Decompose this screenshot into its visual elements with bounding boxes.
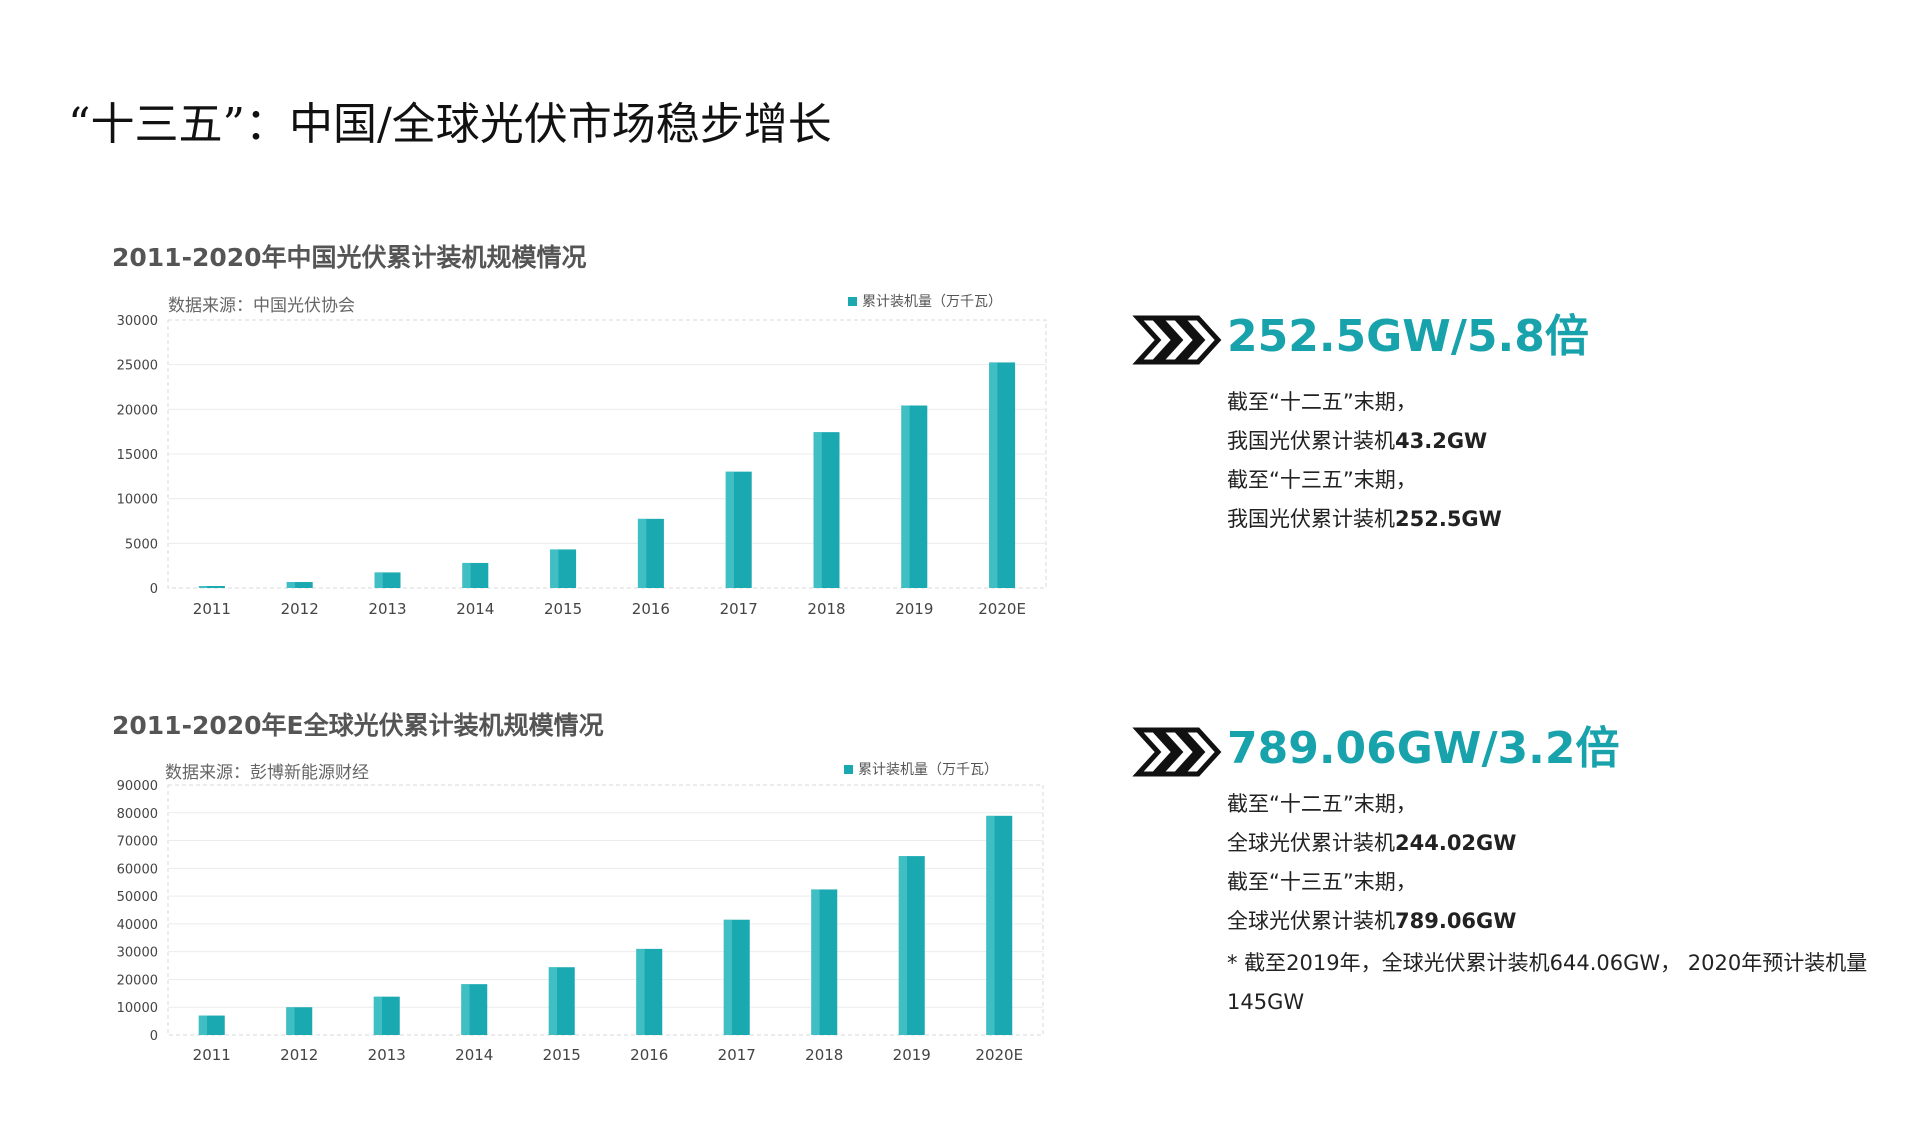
bar-highlight: [286, 1007, 295, 1035]
bar-highlight: [989, 362, 998, 588]
bar-highlight: [374, 572, 383, 588]
stat-notes-global: 截至“十二五”末期， 全球光伏累计装机244.02GW 截至“十三五”末期， 全…: [1227, 785, 1516, 941]
x-tick-label: 2017: [720, 600, 758, 618]
bar: [198, 586, 225, 588]
x-tick-label: 2018: [805, 1046, 843, 1064]
x-tick-label: 2013: [368, 1046, 406, 1064]
stat-notes-china: 截至“十二五”末期， 我国光伏累计装机43.2GW 截至“十三五”末期， 我国光…: [1227, 383, 1502, 539]
x-tick-label: 2011: [193, 600, 231, 618]
y-tick-label: 90000: [117, 779, 158, 794]
bar-highlight: [725, 471, 735, 588]
x-tick-label: 2014: [456, 600, 494, 618]
y-tick-label: 10000: [117, 1001, 158, 1016]
note-line: 全球光伏累计装机789.06GW: [1227, 909, 1517, 933]
y-tick-label: 0: [150, 1029, 158, 1044]
bar-highlight: [461, 984, 470, 1035]
footnote: * 截至2019年，全球光伏累计装机644.06GW， 2020年预计装机量14…: [1227, 951, 1868, 1014]
legend-swatch: [844, 764, 853, 774]
x-tick-label: 2020E: [975, 1046, 1023, 1064]
note-line: 全球光伏累计装机244.02GW: [1227, 831, 1517, 855]
note-line: 我国光伏累计装机43.2GW: [1227, 429, 1488, 453]
bar-highlight: [637, 518, 647, 588]
x-tick-label: 2019: [895, 600, 933, 618]
bar-highlight: [462, 562, 471, 588]
y-tick-label: 15000: [117, 448, 158, 463]
bar-highlight: [723, 919, 733, 1035]
bar-highlight: [550, 549, 559, 588]
stat-value-china: 252.5GW/5.8倍: [1227, 311, 1589, 362]
x-tick-label: 2011: [193, 1046, 231, 1064]
stat-value-global: 789.06GW/3.2倍: [1227, 723, 1620, 774]
triple-chevron-icon: [1132, 315, 1222, 365]
x-tick-label: 2015: [544, 600, 582, 618]
chart-source-china: 数据来源：中国光伏协会: [168, 296, 355, 316]
x-tick-label: 2017: [718, 1046, 756, 1064]
bar-highlight: [373, 996, 383, 1035]
chart-legend-global: 累计装机量（万千瓦）: [844, 759, 998, 779]
y-tick-label: 40000: [117, 918, 158, 933]
y-tick-label: 70000: [117, 835, 158, 850]
chart-title-china: 2011-2020年中国光伏累计装机规模情况: [112, 243, 587, 272]
chart-source-global: 数据来源：彭博新能源财经: [165, 763, 369, 783]
plot-border: [167, 784, 1044, 1036]
legend-label: 累计装机量（万千瓦）: [858, 762, 998, 778]
y-tick-label: 0: [150, 582, 158, 597]
y-tick-label: 10000: [117, 493, 158, 508]
note-line: 截至“十三五”末期，: [1227, 468, 1417, 492]
global-install-chart: 0 10000 20000 30000 40000 50000 60000 70000 8000…: [117, 779, 1044, 1064]
chart-title-global: 2011-2020年E全球光伏累计装机规模情况: [112, 711, 604, 740]
bar-highlight: [198, 586, 208, 588]
y-tick-label: 20000: [117, 403, 158, 418]
x-tick-label: 2013: [368, 600, 406, 618]
x-tick-label: 2016: [632, 600, 670, 618]
bar-highlight: [811, 889, 820, 1035]
page-title: “十三五”：中国/全球光伏市场稳步增长: [68, 99, 832, 150]
china-install-chart: 0 5000 10000 15000 20000 25000 30000 2011 2012 20…: [117, 314, 1047, 618]
note-line: 截至“十二五”末期，: [1227, 390, 1417, 414]
chart-legend-china: 累计装机量（万千瓦）: [848, 291, 1002, 311]
x-tick-label: 2019: [893, 1046, 931, 1064]
bar-highlight: [636, 948, 645, 1035]
bar-highlight: [901, 405, 910, 588]
y-tick-label: 5000: [125, 537, 158, 552]
y-tick-label: 25000: [117, 359, 158, 374]
bar-highlight: [986, 815, 995, 1035]
x-tick-label: 2016: [630, 1046, 668, 1064]
y-tick-label: 30000: [117, 946, 158, 961]
note-line: 截至“十二五”末期，: [1227, 792, 1417, 816]
legend-swatch: [848, 296, 857, 306]
x-tick-label: 2018: [807, 600, 845, 618]
bar-highlight: [198, 1015, 208, 1035]
x-tick-label: 2020E: [978, 600, 1026, 618]
bar: [286, 582, 313, 588]
x-tick-label: 2012: [280, 1046, 318, 1064]
note-line: 截至“十三五”末期，: [1227, 870, 1417, 894]
y-tick-label: 20000: [117, 973, 158, 988]
y-tick-label: 30000: [117, 314, 158, 329]
bar-highlight: [898, 856, 908, 1035]
y-tick-label: 60000: [117, 862, 158, 877]
y-tick-label: 50000: [117, 890, 158, 905]
triple-chevron-icon: [1132, 727, 1222, 777]
legend-label: 累计装机量（万千瓦）: [862, 294, 1002, 310]
x-tick-label: 2012: [281, 600, 319, 618]
bar-highlight: [548, 967, 558, 1035]
note-line: 我国光伏累计装机252.5GW: [1227, 507, 1502, 531]
bar-highlight: [813, 432, 822, 588]
x-tick-label: 2014: [455, 1046, 493, 1064]
bar-highlight: [286, 582, 296, 588]
y-tick-label: 80000: [117, 807, 158, 822]
x-tick-label: 2015: [543, 1046, 581, 1064]
